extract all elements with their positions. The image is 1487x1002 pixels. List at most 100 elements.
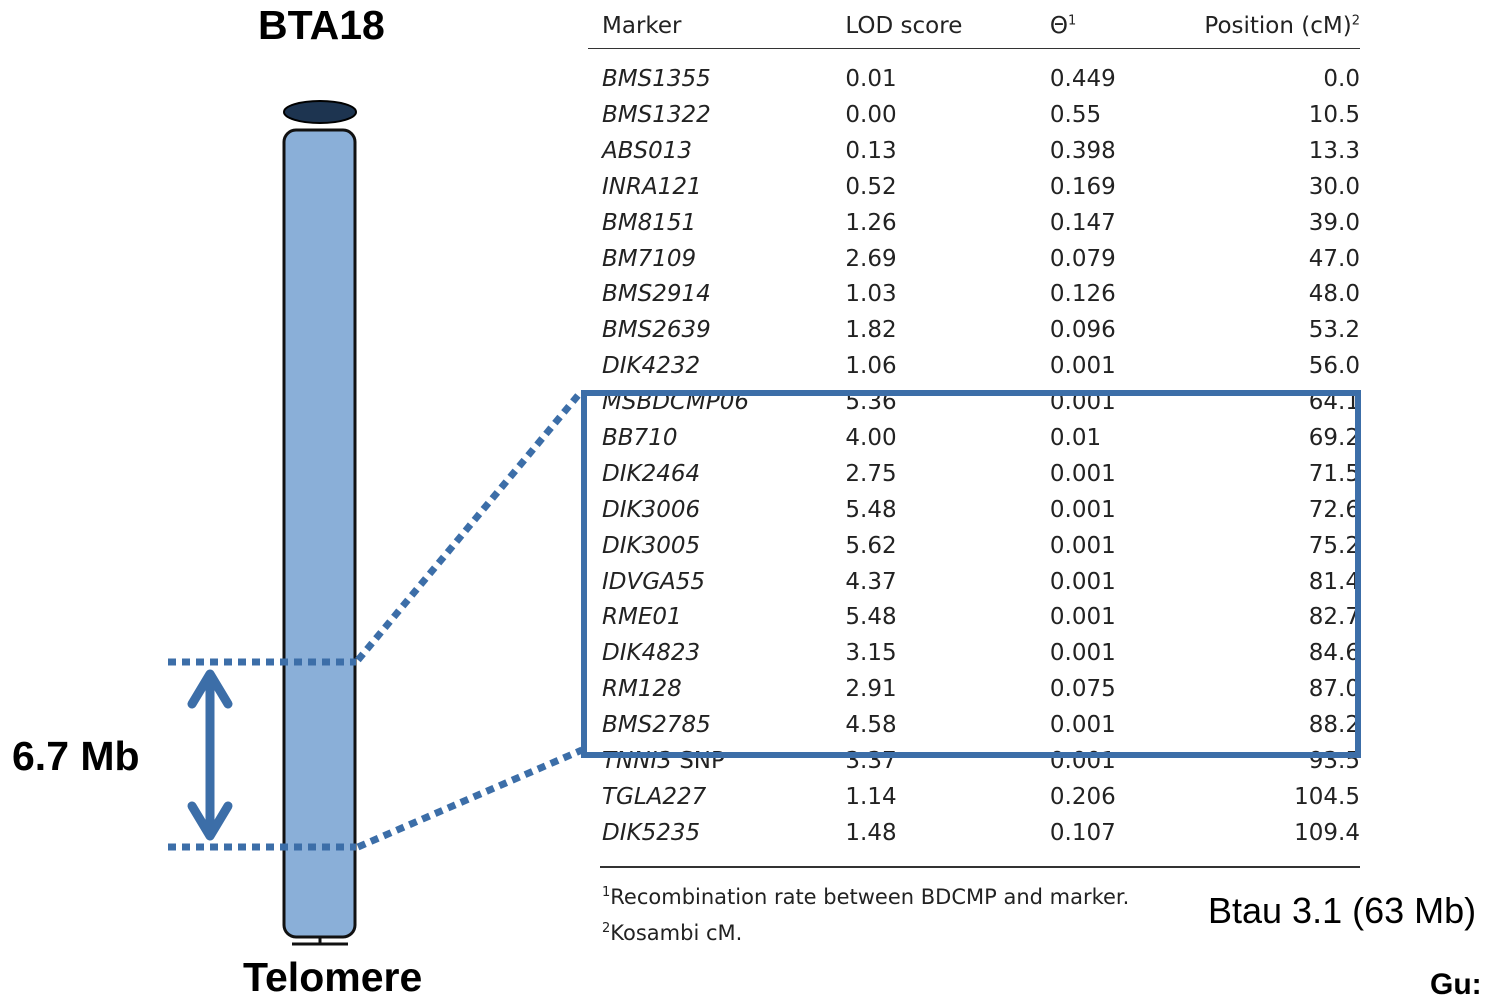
table-row: DIK5235 1.48 0.107 109.4 (588, 815, 1360, 863)
theta-cell: 0.01 (1049, 424, 1102, 451)
telomere-label: Telomere (243, 954, 423, 1000)
table-row: DIK4823 3.15 0.001 84.6 (588, 635, 1360, 671)
lod-score-cell: 2.75 (845, 460, 897, 487)
table-row: RM128 2.91 0.075 87.0 (588, 671, 1360, 707)
theta-cell: 0.079 (1049, 245, 1116, 272)
header-lod-score: LOD score (845, 13, 963, 39)
lod-score-cell: 1.26 (845, 209, 897, 236)
position-cell: 82.7 (1308, 604, 1360, 631)
theta-cell: 0.126 (1049, 281, 1116, 308)
position-cell: 87.0 (1308, 676, 1360, 703)
table-row: RME01 5.48 0.001 82.7 (588, 599, 1360, 635)
footnote-1: 1Recombination rate between BDCMP and ma… (602, 885, 1130, 909)
marker-cell: RME01 (602, 604, 682, 631)
marker-cell: BMS2785 (602, 712, 711, 739)
theta-cell: 0.147 (1049, 209, 1116, 236)
lod-score-cell: 1.14 (845, 783, 897, 810)
position-cell: 71.5 (1308, 460, 1360, 487)
position-cell: 48.0 (1308, 281, 1360, 308)
marker-cell: BMS1355 (602, 66, 711, 92)
table-row: DIK3006 5.48 0.001 72.6 (588, 492, 1360, 528)
theta-cell: 0.001 (1049, 353, 1116, 380)
table-row: DIK2464 2.75 0.001 71.5 (588, 456, 1360, 492)
theta-cell: 0.398 (1049, 137, 1116, 164)
lod-score-cell: 4.37 (845, 568, 897, 595)
theta-cell: 0.206 (1049, 783, 1116, 810)
chromosome-body (282, 128, 357, 939)
chromosome-title: BTA18 (258, 2, 385, 48)
table-row: BM8151 1.26 0.147 39.0 (588, 205, 1360, 241)
theta-cell: 0.449 (1049, 66, 1116, 92)
position-cell: 72.6 (1308, 496, 1360, 523)
lod-score-cell: 1.48 (845, 819, 897, 846)
lod-score-cell: 4.58 (845, 712, 897, 739)
theta-cell: 0.001 (1049, 604, 1116, 631)
table-row: BMS2639 1.82 0.096 53.2 (588, 312, 1360, 348)
lod-score-cell: 0.00 (845, 101, 897, 128)
position-cell: 84.6 (1308, 640, 1360, 667)
marker-cell: BMS2639 (602, 317, 711, 344)
region-size-label: 6.7 Mb (12, 733, 140, 779)
table-row: BMS1355 0.01 0.449 0.0 (588, 49, 1360, 98)
centromere-cap (283, 100, 357, 124)
position-cell: 109.4 (1294, 819, 1360, 846)
table-row: DIK4232 1.06 0.001 56.0 (588, 348, 1360, 384)
theta-cell: 0.001 (1049, 568, 1116, 595)
table-header-row: Marker LOD score Θ1 Position (cM)2 (588, 4, 1360, 49)
footnote-2: 2Kosambi cM. (602, 921, 743, 945)
marker-cell: BM8151 (602, 209, 697, 236)
table-row: BMS2785 4.58 0.001 88.2 (588, 707, 1360, 743)
lod-score-cell: 1.06 (845, 353, 897, 380)
position-cell: 104.5 (1294, 783, 1360, 810)
table-row: BMS1322 0.00 0.55 10.5 (588, 97, 1360, 133)
theta-cell: 0.169 (1049, 173, 1116, 200)
lod-score-cell: 0.52 (845, 173, 897, 200)
theta-cell: 0.075 (1049, 676, 1116, 703)
lod-score-cell: 0.01 (845, 66, 897, 92)
theta-cell: 0.107 (1049, 819, 1116, 846)
header-theta: Θ1 (1049, 13, 1077, 39)
header-position: Position (cM)2 (1204, 13, 1360, 39)
marker-cell: DIK3006 (602, 496, 701, 523)
lod-score-cell: 3.15 (845, 640, 897, 667)
marker-cell: INRA121 (602, 173, 702, 200)
position-cell: 0.0 (1323, 66, 1360, 92)
marker-cell: RM128 (602, 676, 682, 703)
lod-score-cell: 5.62 (845, 532, 897, 559)
table-row: IDVGA55 4.37 0.001 81.4 (588, 564, 1360, 600)
lod-score-cell: 1.82 (845, 317, 897, 344)
assembly-label: Btau 3.1 (63 Mb) (1208, 890, 1477, 931)
marker-cell: TGLA227 (602, 783, 707, 810)
position-cell: 13.3 (1308, 137, 1360, 164)
header-marker: Marker (602, 13, 682, 39)
table-row: DIK3005 5.62 0.001 75.2 (588, 528, 1360, 564)
table-row: INRA121 0.52 0.169 30.0 (588, 169, 1360, 205)
table-row: BMS2914 1.03 0.126 48.0 (588, 276, 1360, 312)
position-cell: 39.0 (1308, 209, 1360, 236)
marker-cell: DIK2464 (602, 460, 701, 487)
theta-cell: 0.096 (1049, 317, 1116, 344)
table-row: BB710 4.00 0.01 69.2 (588, 420, 1360, 456)
highlight-region-box (581, 390, 1361, 758)
lod-score-cell: 4.00 (845, 424, 897, 451)
lod-score-cell: 5.48 (845, 496, 897, 523)
marker-cell: DIK3005 (602, 532, 701, 559)
lod-score-cell: 1.03 (845, 281, 897, 308)
marker-cell: DIK4823 (602, 640, 701, 667)
marker-cell: BB710 (602, 424, 678, 451)
theta-cell: 0.001 (1049, 640, 1116, 667)
position-cell: 47.0 (1308, 245, 1360, 272)
position-cell: 56.0 (1308, 353, 1360, 380)
position-cell: 75.2 (1308, 532, 1360, 559)
table-row: BM7109 2.69 0.079 47.0 (588, 241, 1360, 277)
author-label: Gu: (1430, 968, 1482, 1001)
theta-cell: 0.001 (1049, 496, 1116, 523)
zoom-connector-top (355, 390, 583, 663)
position-cell: 81.4 (1308, 568, 1360, 595)
theta-cell: 0.001 (1049, 460, 1116, 487)
lod-score-cell: 0.13 (845, 137, 897, 164)
marker-cell: BMS1322 (602, 101, 711, 128)
theta-cell: 0.001 (1049, 532, 1116, 559)
marker-cell: ABS013 (602, 137, 693, 164)
